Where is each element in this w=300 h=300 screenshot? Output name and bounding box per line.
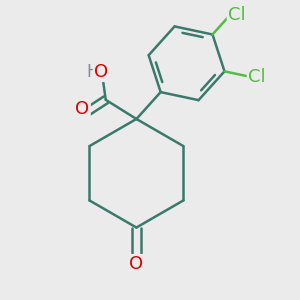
Text: O: O (75, 100, 89, 118)
Text: O: O (129, 255, 143, 273)
Text: Cl: Cl (228, 6, 246, 24)
Text: O: O (94, 63, 108, 81)
Text: Cl: Cl (248, 68, 266, 86)
Text: H: H (86, 63, 98, 81)
